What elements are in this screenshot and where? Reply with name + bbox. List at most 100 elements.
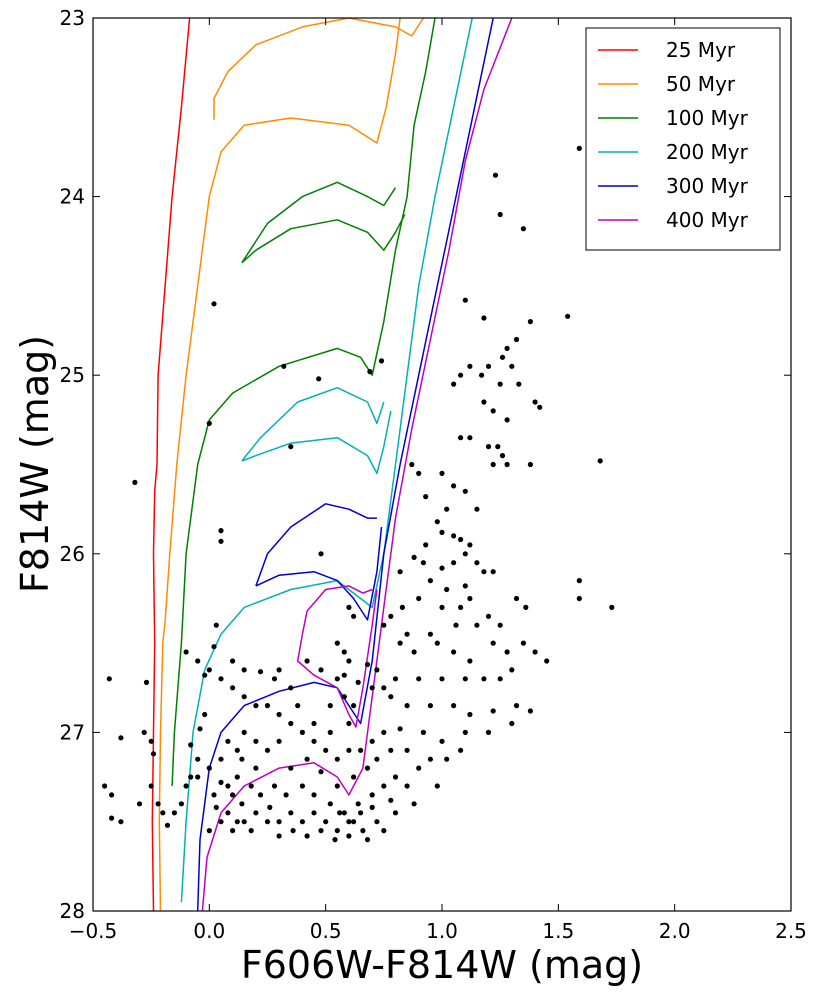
star-point: [253, 703, 259, 709]
star-point: [230, 828, 236, 834]
star-point: [337, 810, 343, 816]
star-point: [276, 819, 282, 825]
star-point: [155, 801, 161, 807]
star-point: [467, 595, 473, 602]
star-point: [388, 797, 394, 803]
star-point: [474, 506, 480, 512]
star-point: [323, 747, 329, 753]
star-point: [160, 810, 166, 816]
y-tick-label: 27: [60, 720, 85, 744]
star-point: [369, 804, 375, 811]
star-point: [388, 747, 394, 753]
star-point: [195, 756, 201, 762]
star-point: [439, 470, 445, 476]
star-point: [334, 676, 340, 682]
star-point: [495, 444, 501, 450]
star-point: [479, 372, 485, 378]
star-point: [311, 738, 317, 744]
x-tick-label: −0.5: [69, 919, 118, 943]
star-point: [318, 551, 324, 557]
y-tick-label: 26: [60, 542, 85, 566]
star-point: [241, 819, 247, 825]
star-point: [327, 729, 333, 736]
star-point: [188, 774, 194, 780]
star-point: [416, 765, 422, 771]
star-point: [509, 720, 515, 727]
star-point: [458, 435, 464, 441]
star-point: [416, 676, 422, 682]
star-point: [444, 586, 450, 593]
star-point: [544, 658, 550, 664]
star-point: [381, 622, 387, 628]
star-point: [304, 833, 310, 839]
isochrone-100-myr: [171, 18, 436, 787]
star-point: [462, 551, 468, 557]
star-point: [374, 756, 380, 762]
star-point: [485, 613, 492, 619]
star-point: [404, 783, 410, 789]
star-point: [311, 792, 317, 798]
star-point: [439, 529, 445, 536]
star-point: [351, 703, 357, 709]
star-point: [485, 729, 492, 736]
star-point: [423, 542, 429, 548]
isochrone-100-myr-loop-upper: [241, 181, 397, 264]
star-point: [218, 756, 224, 762]
isochrone-400-myr: [201, 18, 513, 911]
star-point: [355, 679, 361, 686]
isochrone-300-myr-loop: [255, 526, 383, 621]
star-point: [288, 810, 294, 816]
star-point: [458, 604, 464, 611]
star-point: [420, 560, 426, 566]
star-point: [451, 560, 457, 566]
star-point: [218, 676, 224, 682]
star-point: [271, 676, 278, 682]
star-point: [381, 828, 387, 834]
star-point: [211, 301, 217, 307]
star-point: [264, 819, 271, 825]
star-point: [392, 774, 399, 780]
isochrone-100-myr-loop: [241, 214, 406, 264]
isochrone-200-myr-loop-upper: [241, 386, 385, 462]
star-point: [257, 792, 264, 798]
star-point: [334, 783, 340, 789]
star-point: [527, 461, 534, 468]
star-point: [439, 604, 445, 611]
star-point: [341, 694, 347, 700]
x-tick-label: 0.5: [310, 919, 342, 943]
star-point: [381, 783, 387, 789]
star-point: [202, 711, 208, 718]
star-point: [427, 756, 433, 762]
star-point: [467, 711, 473, 718]
isochrone-400-myr-loop: [296, 589, 378, 728]
star-point: [439, 565, 445, 571]
star-point: [213, 622, 219, 628]
star-point: [458, 372, 464, 378]
star-point: [143, 679, 150, 686]
star-point: [497, 211, 503, 218]
star-point: [481, 315, 487, 321]
star-point: [225, 783, 231, 789]
y-axis-title: F814W (mag): [13, 335, 57, 593]
star-point: [451, 703, 457, 709]
star-point: [118, 735, 124, 741]
star-point: [516, 381, 522, 387]
star-point: [523, 604, 529, 611]
star-point: [195, 774, 201, 780]
star-point: [299, 729, 305, 736]
star-point: [346, 604, 352, 611]
star-point: [288, 685, 294, 691]
star-point: [316, 376, 322, 382]
star-point: [416, 595, 422, 602]
y-tick-label: 23: [60, 6, 85, 30]
star-point: [423, 494, 429, 500]
star-point: [276, 833, 282, 839]
star-point: [504, 649, 510, 655]
star-point: [241, 729, 247, 736]
star-point: [399, 604, 405, 611]
star-point: [499, 354, 506, 360]
star-point: [218, 819, 224, 825]
star-point: [378, 358, 385, 364]
star-point: [109, 792, 115, 798]
star-point: [576, 145, 582, 151]
